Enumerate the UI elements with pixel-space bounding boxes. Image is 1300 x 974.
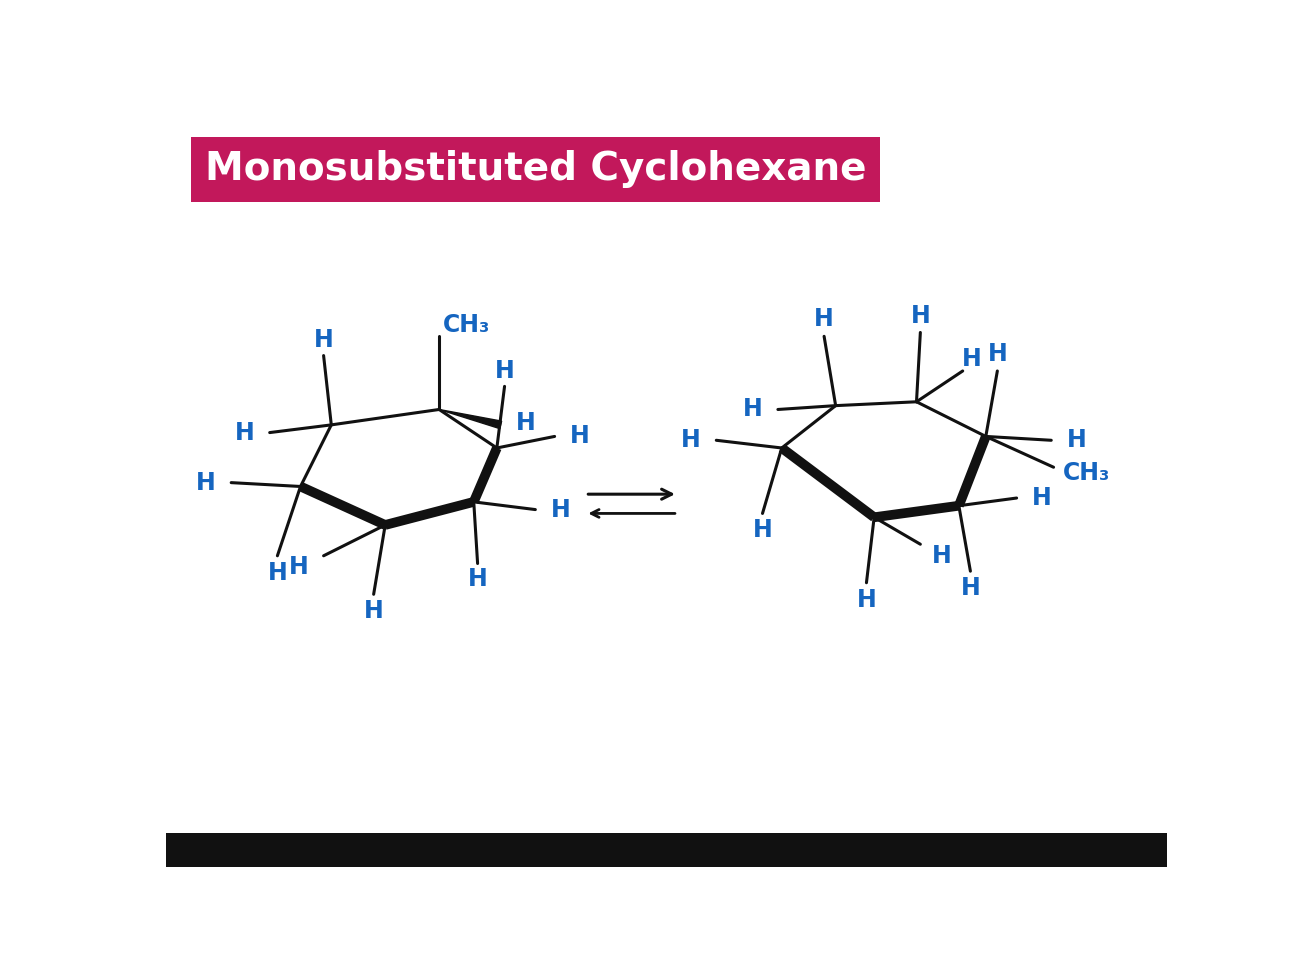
Bar	[166, 833, 1167, 867]
Text: H: H	[962, 348, 982, 371]
Polygon shape	[439, 409, 502, 429]
Text: CH₃: CH₃	[443, 313, 490, 337]
Text: H: H	[1032, 486, 1052, 510]
Text: H: H	[742, 397, 763, 422]
Text: H: H	[681, 429, 701, 452]
Text: H: H	[268, 561, 287, 584]
Text: H: H	[289, 555, 308, 580]
Text: H: H	[910, 304, 931, 327]
Text: H: H	[857, 587, 876, 612]
Text: H: H	[1067, 429, 1087, 452]
Text: H: H	[364, 599, 384, 623]
Text: CH₃: CH₃	[1063, 462, 1110, 485]
Text: H: H	[196, 470, 216, 495]
Text: H: H	[569, 425, 590, 448]
Text: H: H	[313, 328, 334, 353]
Text: H: H	[516, 411, 536, 435]
Text: H: H	[234, 421, 255, 444]
Text: H: H	[932, 543, 952, 568]
Text: Monosubstituted Cyclohexane: Monosubstituted Cyclohexane	[204, 150, 866, 188]
Text: H: H	[988, 342, 1008, 366]
Text: H: H	[961, 576, 980, 600]
Text: H: H	[468, 567, 488, 591]
Text: H: H	[495, 359, 515, 383]
Text: H: H	[551, 498, 571, 522]
Text: H: H	[814, 308, 835, 331]
Text: H: H	[753, 518, 772, 543]
